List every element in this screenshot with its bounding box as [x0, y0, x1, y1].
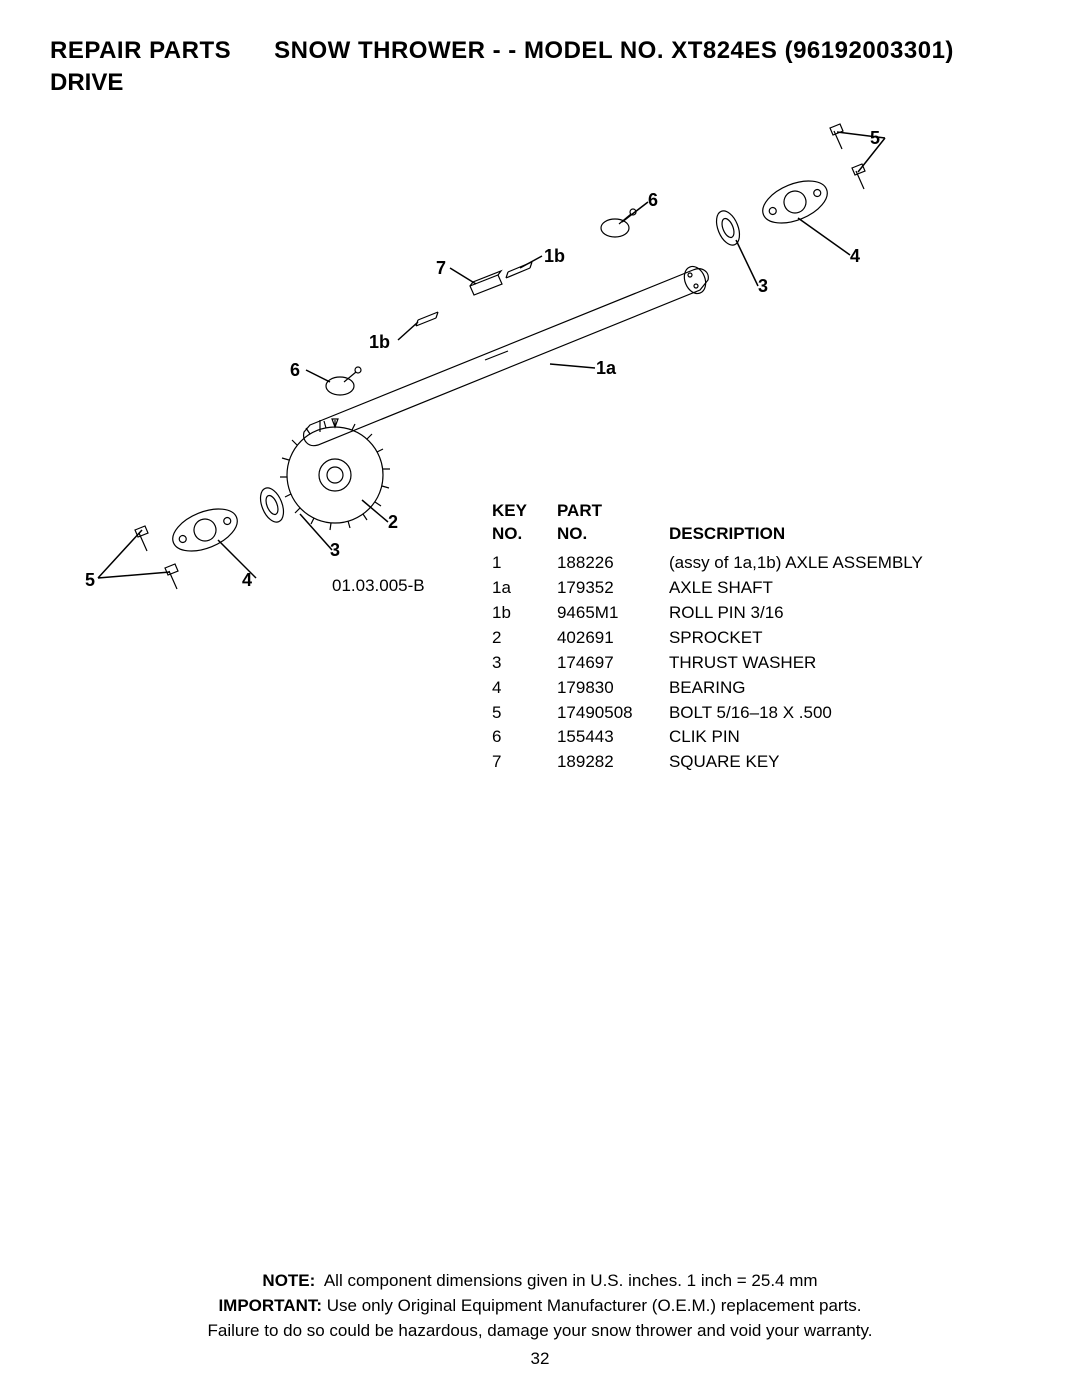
cell-key: 1b: [492, 602, 555, 625]
cell-part: 179830: [557, 677, 667, 700]
callout-c5l: 5: [85, 570, 95, 591]
callout-c6l: 6: [290, 360, 300, 381]
cell-desc: SPROCKET: [669, 627, 951, 650]
model-paren: (96192003301): [785, 37, 954, 64]
note-text: All component dimensions given in U.S. i…: [324, 1271, 818, 1290]
callout-c2: 2: [388, 512, 398, 533]
clik-pin-top-icon: [601, 209, 636, 237]
callout-c7: 7: [436, 258, 446, 279]
cell-key: 7: [492, 751, 555, 774]
bolt-left-icon: [135, 526, 178, 589]
drawing-number: 01.03.005-B: [332, 576, 425, 596]
cell-desc: AXLE SHAFT: [669, 577, 951, 600]
col-part-header: PARTNO.: [557, 500, 667, 550]
col-desc-header: DESCRIPTION: [669, 500, 951, 550]
cell-desc: BEARING: [669, 677, 951, 700]
table-row: 2402691SPROCKET: [492, 627, 951, 650]
roll-pin-left-icon: [416, 312, 438, 326]
table-row: 6155443CLIK PIN: [492, 726, 951, 749]
cell-key: 6: [492, 726, 555, 749]
cell-key: 2: [492, 627, 555, 650]
table-row: 1b9465M1ROLL PIN 3/16: [492, 602, 951, 625]
thrust-washer-left-icon: [256, 485, 288, 526]
cell-key: 1: [492, 552, 555, 575]
table-row: 1188226(assy of 1a,1b) AXLE ASSEMBLY: [492, 552, 951, 575]
model-number: XT824ES: [671, 37, 777, 64]
page-number: 32: [0, 1347, 1080, 1372]
footer-note: NOTE: All component dimensions given in …: [0, 1269, 1080, 1294]
parts-table: KEYNO. PARTNO. DESCRIPTION 1188226(assy …: [490, 498, 953, 776]
title-prefix: SNOW THROWER - - MODEL NO.: [274, 37, 664, 64]
cell-part: 9465M1: [557, 602, 667, 625]
page-footer: NOTE: All component dimensions given in …: [0, 1269, 1080, 1372]
note-label: NOTE:: [262, 1271, 315, 1290]
cell-desc: ROLL PIN 3/16: [669, 602, 951, 625]
callout-c1a: 1a: [596, 358, 616, 379]
cell-key: 1a: [492, 577, 555, 600]
footer-warning: Failure to do so could be hazardous, dam…: [0, 1319, 1080, 1344]
section-title: DRIVE: [50, 69, 1030, 97]
cell-desc: (assy of 1a,1b) AXLE ASSEMBLY: [669, 552, 951, 575]
cell-desc: BOLT 5/16–18 X .500: [669, 702, 951, 725]
cell-part: 188226: [557, 552, 667, 575]
table-row: 7189282SQUARE KEY: [492, 751, 951, 774]
bearing-right-icon: [757, 173, 834, 232]
cell-part: 17490508: [557, 702, 667, 725]
callout-c4l: 4: [242, 570, 252, 591]
callout-c1b2: 1b: [369, 332, 390, 353]
callout-c6t: 6: [648, 190, 658, 211]
cell-part: 174697: [557, 652, 667, 675]
clik-pin-left-icon: [326, 367, 361, 395]
table-row: 1a179352AXLE SHAFT: [492, 577, 951, 600]
page-header: REPAIR PARTS SNOW THROWER - - MODEL NO. …: [50, 35, 1030, 67]
callout-c5r: 5: [870, 128, 880, 149]
cell-key: 5: [492, 702, 555, 725]
important-label: IMPORTANT:: [218, 1296, 322, 1315]
cell-desc: THRUST WASHER: [669, 652, 951, 675]
callout-c3r: 3: [758, 276, 768, 297]
table-row: 3174697THRUST WASHER: [492, 652, 951, 675]
callout-c3l: 3: [330, 540, 340, 561]
repair-parts-label: REPAIR PARTS: [50, 37, 231, 64]
cell-desc: CLIK PIN: [669, 726, 951, 749]
cell-key: 4: [492, 677, 555, 700]
page: REPAIR PARTS SNOW THROWER - - MODEL NO. …: [0, 0, 1080, 1397]
cell-part: 179352: [557, 577, 667, 600]
callout-c1b1: 1b: [544, 246, 565, 267]
col-key-header: KEYNO.: [492, 500, 555, 550]
important-text: Use only Original Equipment Manufacturer…: [327, 1296, 862, 1315]
cell-part: 402691: [557, 627, 667, 650]
cell-part: 155443: [557, 726, 667, 749]
cell-key: 3: [492, 652, 555, 675]
table-row: 517490508BOLT 5/16–18 X .500: [492, 702, 951, 725]
cell-part: 189282: [557, 751, 667, 774]
bearing-left-icon: [167, 501, 244, 560]
footer-important: IMPORTANT: Use only Original Equipment M…: [0, 1294, 1080, 1319]
callout-c4r: 4: [850, 246, 860, 267]
thrust-washer-right-icon: [712, 208, 744, 249]
sprocket-icon: [280, 419, 390, 530]
table-row: 4179830BEARING: [492, 677, 951, 700]
table-header-row: KEYNO. PARTNO. DESCRIPTION: [492, 500, 951, 550]
cell-desc: SQUARE KEY: [669, 751, 951, 774]
axle-shaft-icon: [304, 263, 710, 445]
